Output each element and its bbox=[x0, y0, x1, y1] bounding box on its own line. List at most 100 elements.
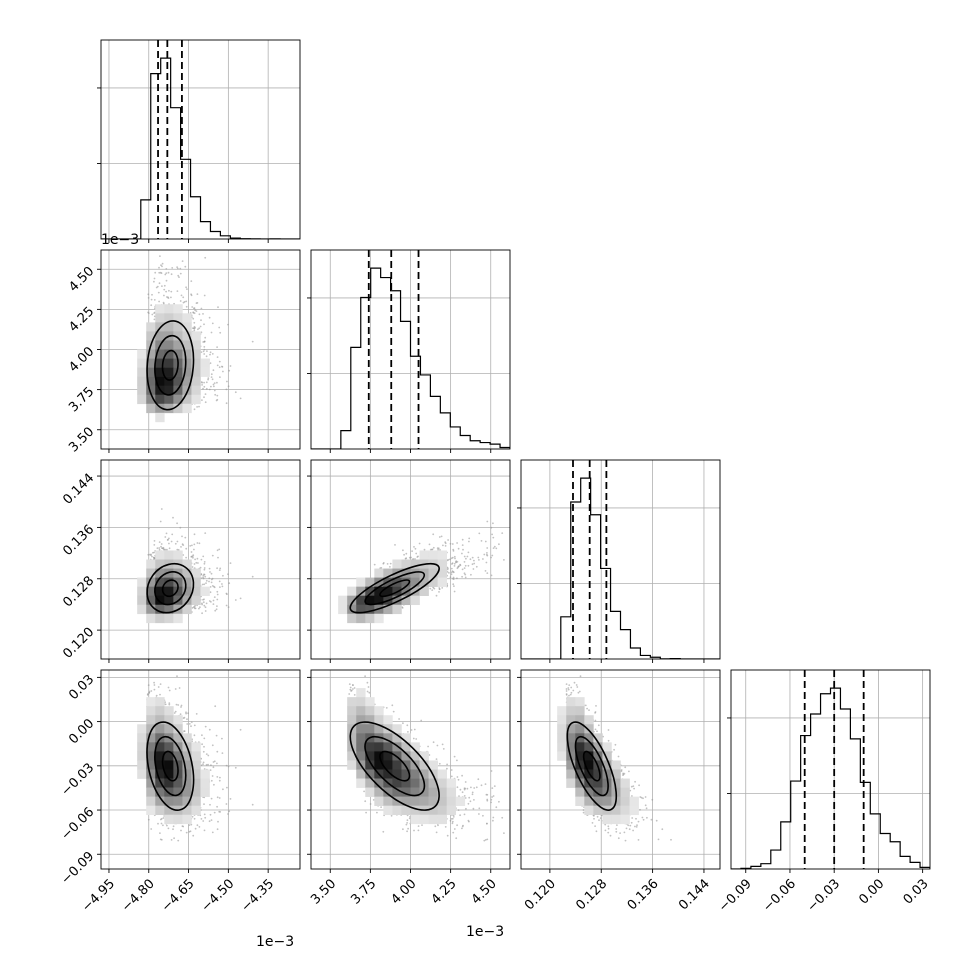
scatter-point bbox=[498, 800, 500, 803]
scatter-point bbox=[596, 815, 599, 818]
scatter-point bbox=[195, 713, 198, 715]
density-cell bbox=[602, 796, 612, 806]
scatter-point bbox=[463, 567, 466, 569]
scatter-point bbox=[166, 548, 168, 551]
scatter-point bbox=[451, 820, 454, 823]
density-cell bbox=[566, 706, 576, 716]
scatter-point bbox=[203, 381, 205, 384]
density-cell bbox=[356, 715, 366, 725]
panel-content bbox=[101, 670, 300, 869]
scatter-point bbox=[161, 547, 163, 549]
density-cell bbox=[593, 805, 603, 816]
scatter-point bbox=[635, 826, 638, 828]
density-cell bbox=[155, 577, 165, 587]
contour-2 bbox=[349, 721, 440, 811]
density-cell bbox=[446, 778, 457, 788]
density-cell bbox=[347, 733, 357, 743]
scatter-point bbox=[239, 597, 242, 600]
scatter-point bbox=[153, 315, 156, 318]
scatter-point bbox=[436, 744, 439, 747]
density-cell bbox=[410, 778, 420, 788]
scatter-point bbox=[449, 542, 452, 545]
scatter-point bbox=[202, 761, 205, 764]
scatter-point bbox=[210, 819, 213, 821]
scatter-point bbox=[192, 554, 195, 557]
scatter-point bbox=[225, 803, 228, 805]
scatter-point bbox=[478, 807, 481, 810]
scatter-point bbox=[190, 551, 193, 553]
scatter-point bbox=[216, 346, 218, 348]
scatter-point bbox=[221, 366, 224, 368]
scatter-point bbox=[353, 687, 356, 689]
scatter-point bbox=[204, 532, 207, 534]
scatter-point bbox=[180, 546, 182, 548]
density-cell bbox=[356, 613, 366, 624]
scatter-point bbox=[176, 540, 179, 543]
contour-1 bbox=[154, 571, 187, 606]
scatter-point bbox=[449, 819, 452, 822]
scatter-point bbox=[473, 799, 475, 801]
scatter-point bbox=[650, 818, 653, 821]
scatter-point bbox=[433, 587, 436, 590]
density-cell bbox=[365, 697, 375, 707]
scatter-point bbox=[630, 785, 633, 788]
density-cell bbox=[146, 805, 156, 816]
density-cell bbox=[146, 733, 156, 743]
scatter-point bbox=[633, 787, 635, 790]
scatter-point bbox=[446, 834, 449, 837]
scatter-point bbox=[414, 558, 416, 560]
density-cell bbox=[164, 577, 174, 587]
scatter-point bbox=[188, 824, 191, 826]
y-tick-label-3-1: −0.06 bbox=[59, 805, 98, 844]
scatter-point bbox=[181, 535, 183, 538]
scatter-point bbox=[192, 556, 194, 559]
scatter-point bbox=[213, 385, 215, 388]
scatter-point bbox=[452, 816, 455, 818]
density-cell bbox=[155, 367, 165, 377]
scatter-point bbox=[179, 272, 182, 275]
scatter-point bbox=[622, 774, 624, 776]
scatter-point bbox=[234, 766, 237, 769]
scatter-point bbox=[163, 294, 165, 297]
scatter-point bbox=[459, 788, 462, 791]
density-cell bbox=[155, 304, 165, 314]
scatter-point bbox=[470, 573, 472, 576]
scatter-point bbox=[214, 705, 217, 708]
density-cell bbox=[182, 787, 192, 797]
density-cell bbox=[584, 805, 594, 816]
scatter-point bbox=[216, 593, 219, 596]
scatter-point bbox=[173, 302, 175, 305]
density-cell bbox=[383, 760, 393, 770]
density-cell bbox=[620, 787, 630, 797]
scatter-point bbox=[221, 752, 224, 754]
scatter-point bbox=[459, 563, 461, 566]
scatter-point bbox=[429, 587, 432, 590]
scatter-point bbox=[164, 536, 167, 538]
density-cell bbox=[164, 796, 174, 806]
density-cell bbox=[593, 751, 603, 761]
contour-1 bbox=[364, 571, 426, 606]
scatter-point bbox=[438, 591, 440, 593]
scatter-point bbox=[153, 299, 156, 301]
density-cell bbox=[365, 595, 375, 606]
scatter-point bbox=[164, 703, 167, 706]
density-cell bbox=[182, 604, 192, 615]
scatter-point bbox=[168, 547, 171, 550]
scatter-point bbox=[203, 385, 206, 388]
scatter-point bbox=[458, 565, 460, 567]
scatter-point bbox=[186, 723, 189, 725]
density-cell bbox=[155, 568, 165, 578]
scatter-point bbox=[453, 565, 456, 567]
scatter-point bbox=[217, 820, 219, 823]
density-cell bbox=[146, 559, 156, 569]
panel-3-0 bbox=[97, 669, 301, 873]
density-cell bbox=[146, 394, 156, 405]
density-cell bbox=[365, 577, 375, 587]
scatter-point bbox=[193, 563, 196, 565]
scatter-point bbox=[179, 526, 182, 529]
scatter-point bbox=[632, 829, 634, 832]
scatter-point bbox=[234, 599, 237, 601]
density-cell bbox=[584, 733, 594, 743]
scatter-point bbox=[148, 691, 151, 694]
scatter-point bbox=[153, 540, 156, 542]
